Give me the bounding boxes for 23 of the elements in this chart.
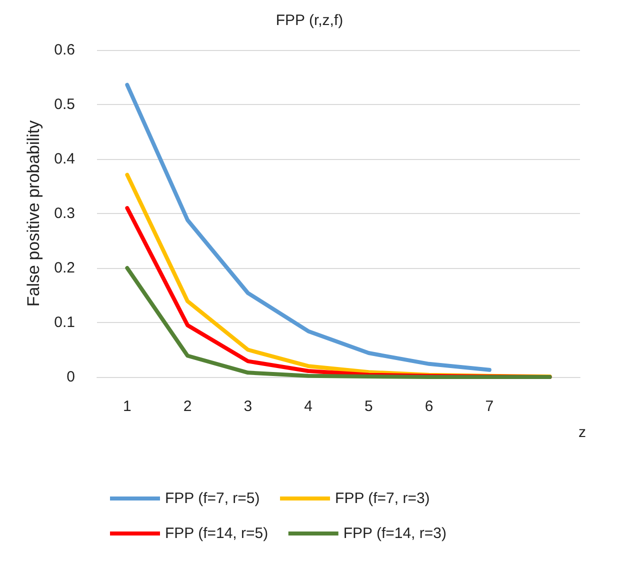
x-axis-title: z [578, 424, 586, 441]
legend-label: FPP (f=14, r=3) [343, 525, 446, 542]
chart-title: FPP (r,z,f) [276, 12, 344, 29]
x-tick-label: 5 [364, 398, 373, 415]
y-tick-label: 0.6 [54, 42, 75, 58]
y-tick-label: 0.1 [54, 314, 75, 331]
x-tick-label: 4 [304, 398, 312, 415]
x-tick-label: 7 [485, 398, 494, 415]
legend-label: FPP (f=7, r=5) [165, 490, 260, 507]
y-tick-label: 0.5 [54, 96, 75, 113]
y-tick-label: 0.4 [54, 150, 75, 168]
y-axis-title: False positive probability [24, 120, 43, 307]
x-tick-label: 2 [183, 398, 192, 415]
x-tick-label: 1 [123, 398, 132, 415]
y-tick-label: 0.2 [54, 260, 75, 276]
legend-label: FPP (f=7, r=3) [335, 490, 430, 507]
y-tick-label: 0 [66, 368, 75, 386]
x-tick-label: 3 [244, 398, 252, 415]
line-series [125, 82, 492, 372]
x-tick-label: 6 [424, 398, 434, 415]
line-series [125, 266, 552, 379]
legend-label: FPP (f=14, r=5) [165, 525, 268, 542]
y-tick-label: 0.3 [54, 205, 75, 222]
